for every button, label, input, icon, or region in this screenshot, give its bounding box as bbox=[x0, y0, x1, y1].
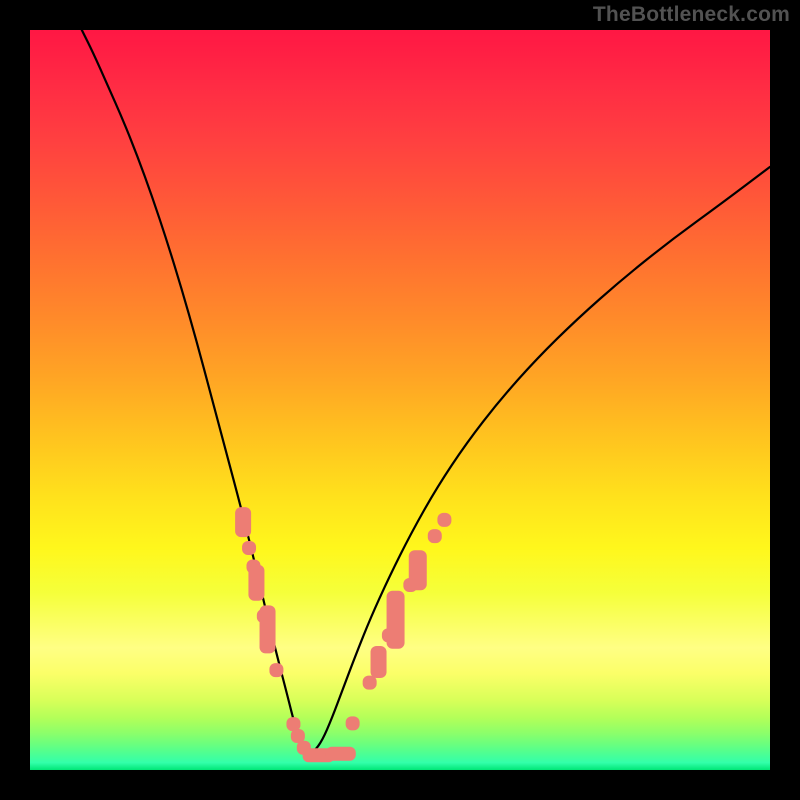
marker bbox=[326, 747, 356, 761]
marker bbox=[260, 605, 276, 653]
gradient-background bbox=[30, 30, 770, 770]
plot-area bbox=[30, 30, 770, 770]
marker bbox=[363, 676, 377, 690]
marker bbox=[269, 663, 283, 677]
marker bbox=[409, 550, 427, 590]
marker bbox=[387, 591, 405, 649]
chart-frame: TheBottleneck.com bbox=[0, 0, 800, 800]
marker bbox=[346, 716, 360, 730]
marker bbox=[371, 646, 387, 678]
marker bbox=[242, 541, 256, 555]
marker bbox=[428, 529, 442, 543]
marker bbox=[235, 507, 251, 537]
chart-svg bbox=[30, 30, 770, 770]
marker bbox=[437, 513, 451, 527]
marker bbox=[248, 565, 264, 601]
watermark: TheBottleneck.com bbox=[593, 3, 790, 27]
